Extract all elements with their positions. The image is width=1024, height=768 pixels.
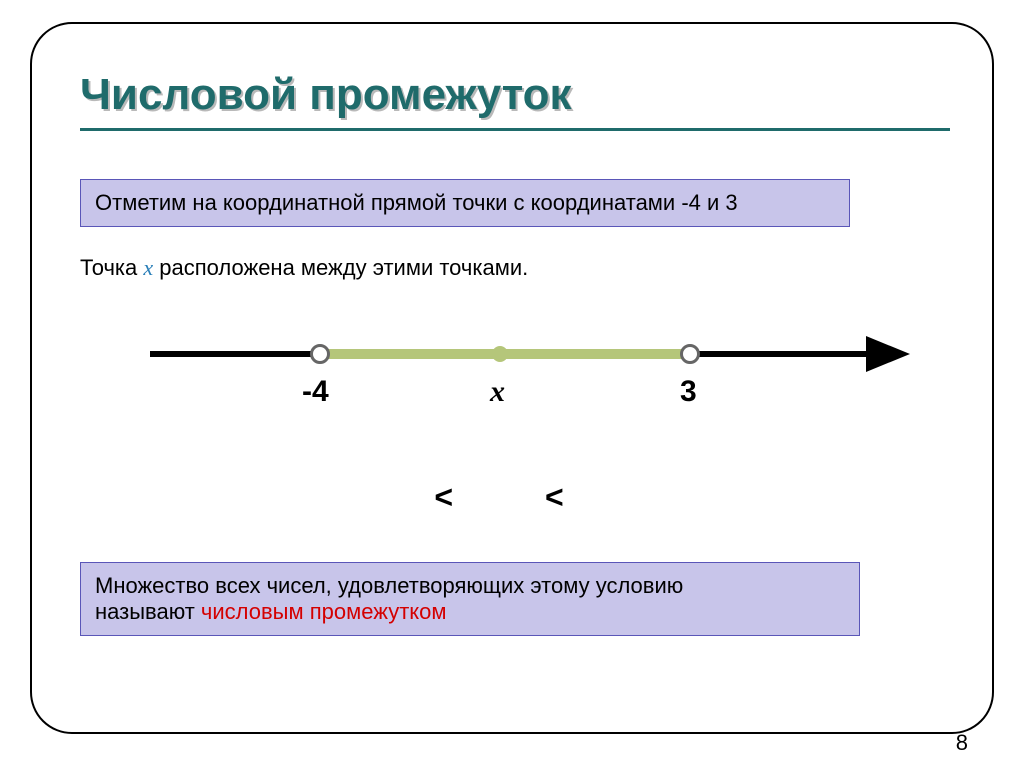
callout-coords: Отметим на координатной прямой точки с к…	[80, 179, 850, 227]
filled-point-x	[492, 346, 508, 362]
open-point-left	[310, 344, 330, 364]
callout-def-line1: Множество всех чисел, удовлетворяющих эт…	[95, 573, 845, 599]
lt-1: <	[434, 479, 455, 515]
between-suffix: расположена между этими точками.	[153, 255, 528, 280]
number-line: -4 x 3	[150, 323, 910, 443]
callout-def-highlight: числовым промежутком	[201, 599, 447, 624]
number-line-arrowhead-icon	[866, 336, 910, 372]
callout-def-line2: называют числовым промежутком	[95, 599, 845, 625]
label-x: x	[490, 375, 505, 409]
between-var: x	[143, 255, 153, 280]
between-prefix: Точка	[80, 255, 143, 280]
inequality-row: <<	[120, 479, 880, 516]
callout-coords-text: Отметим на координатной прямой точки с к…	[95, 190, 738, 215]
callout-def-line2a: называют	[95, 599, 201, 624]
title-text: Числовой промежуток	[80, 70, 572, 119]
lt-2: <	[545, 479, 566, 515]
page-number: 8	[956, 730, 968, 756]
open-point-right	[680, 344, 700, 364]
label-right: 3	[680, 375, 697, 409]
title-underline	[80, 128, 950, 131]
slide-title: Числовой промежуток	[80, 70, 950, 120]
between-line: Точка x расположена между этими точками.	[80, 255, 950, 281]
label-left: -4	[302, 375, 329, 409]
callout-definition: Множество всех чисел, удовлетворяющих эт…	[80, 562, 860, 636]
slide-content: Числовой промежуток Отметим на координат…	[80, 70, 950, 636]
